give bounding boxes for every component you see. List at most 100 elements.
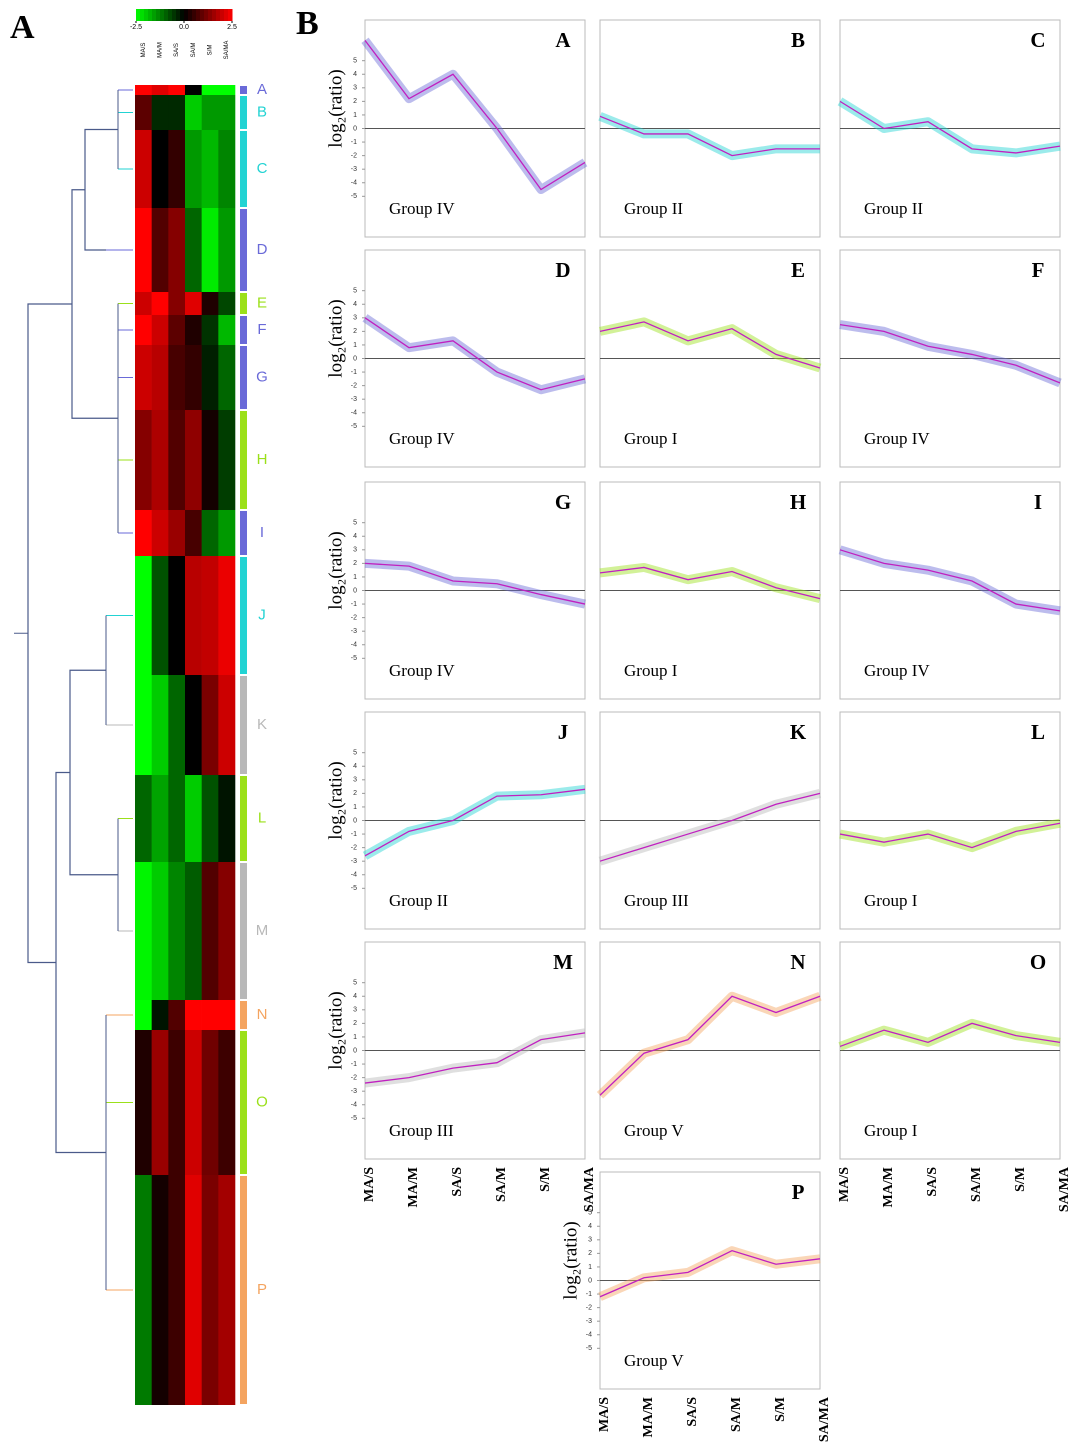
heatmap-cell [201,556,219,675]
heatmap-cell [185,510,202,556]
group-label: Group II [864,199,923,218]
heatmap-cell [218,675,236,775]
cluster-label: B [257,103,267,120]
y-tick-label: 5 [353,750,357,757]
y-tick-label: 4 [353,993,357,1000]
cluster-bar [240,1001,247,1029]
y-tick-label: -4 [351,1102,357,1109]
y-tick-label: -4 [351,872,357,879]
heatmap-cell [168,130,186,208]
y-tick-label: -4 [586,1332,592,1339]
panel-label: B [296,5,319,42]
heatmap-cell [168,292,186,315]
heatmap-cell [201,1000,219,1030]
x-tick-label: SA/M [494,1167,509,1202]
heatmap-cell [135,1030,152,1175]
heatmap-cell [135,556,152,675]
y-tick-label: -3 [351,628,357,635]
group-label: Group IV [864,429,930,448]
dendrogram-branch [71,189,118,419]
heatmap-cell [201,1030,219,1175]
colorbar-cell [196,9,201,21]
cluster-bar [240,131,247,207]
heatmap-cell [168,345,186,410]
colorbar-tick-label: 2.5 [227,24,237,31]
heatmap-cell [135,1175,152,1405]
heatmap-cell [185,345,202,410]
cluster-bar [240,1031,247,1174]
heatmap-cell [201,410,219,510]
x-tick-label: SA/S [450,1167,465,1197]
heatmap-cell [168,862,186,1000]
cluster-bar [240,346,247,409]
y-tick-label: -5 [351,885,357,892]
heatmap-cell [135,208,152,292]
heatmap-cell [135,675,152,775]
heatmap-cell [218,130,236,208]
cluster-label: A [257,81,267,98]
y-axis-label: log₂(ratio) [325,761,346,839]
cluster-label: O [256,1093,268,1110]
heatmap-cell [201,675,219,775]
heatmap-cell [185,862,202,1000]
y-tick-label: -3 [351,858,357,865]
colorbar-cell [220,9,225,21]
x-tick-label: SA/M [969,1167,984,1202]
heatmap-cell [218,862,236,1000]
profile-line [599,321,821,369]
heatmap-cell [168,775,186,862]
y-tick-label: 5 [353,520,357,527]
heatmap-cell [135,410,152,510]
x-tick-label: S/M [1013,1167,1028,1192]
y-tick-label: 2 [353,560,357,567]
heatmap-cell [201,510,219,556]
profile-line [364,562,586,605]
panel-title: I [1034,490,1042,514]
y-tick-label: -3 [351,166,357,173]
y-tick-label: -4 [351,642,357,649]
x-tick-label: MA/S [597,1397,612,1432]
group-label: Group V [624,1121,684,1140]
heatmap-cell [185,208,202,292]
x-tick-label: SA/S [685,1397,700,1427]
colorbar-cell [144,9,149,21]
heatmap-cell [168,1030,186,1175]
heatmap-cell [168,675,186,775]
colorbar-cell [228,9,233,21]
heatmap-cell [218,345,236,410]
y-tick-label: 5 [353,58,357,65]
group-label: Group III [624,891,689,910]
heatmap-cell [218,510,236,556]
y-tick-label: 1 [353,804,357,811]
heatmap-cell [168,85,186,95]
heatmap-cell [151,95,169,130]
heatmap-cell [135,775,152,862]
heatmap-cell [168,208,186,292]
heatmap-cell [151,345,169,410]
y-axis-label: log₂(ratio) [325,991,346,1069]
cluster-bar [240,316,247,344]
colorbar-cell [184,9,189,21]
x-tick-label: MA/M [881,1167,896,1207]
y-tick-label: -5 [351,655,357,662]
heatmap-cell [201,345,219,410]
heatmap-cell [168,95,186,130]
heatmap-cell [151,556,169,675]
cluster-label: E [257,294,267,311]
cluster-label: H [257,451,268,468]
heatmap-cell [135,510,152,556]
y-tick-label: 4 [353,301,357,308]
panel-title: B [791,28,805,52]
y-axis-label: log₂(ratio) [560,1221,581,1299]
heatmap-column-label: MA/S [141,43,147,58]
y-tick-label: 4 [353,763,357,770]
y-tick-label: 3 [353,1007,357,1014]
heatmap-cell [218,410,236,510]
y-tick-label: 2 [588,1250,592,1257]
profile-line [599,995,821,1096]
heatmap-column-label: SA/S [174,43,180,57]
y-tick-label: 2 [353,98,357,105]
x-tick-label: SA/MA [582,1166,597,1212]
y-tick-label: 4 [588,1223,592,1230]
heatmap-cell [201,130,219,208]
